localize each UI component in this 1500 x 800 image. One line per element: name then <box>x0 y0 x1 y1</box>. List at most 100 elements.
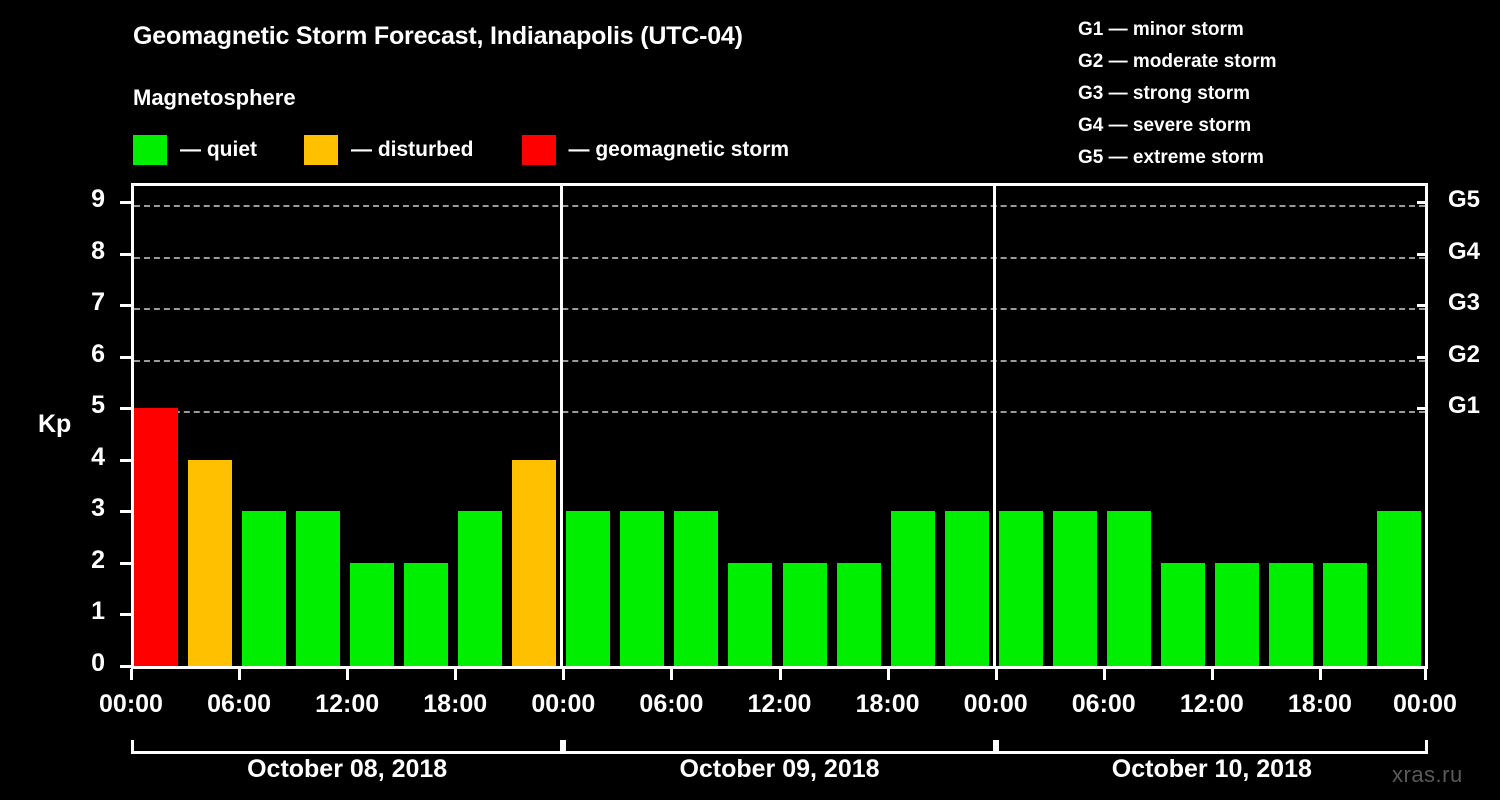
bar <box>620 511 665 666</box>
x-tick-label-4: 00:00 <box>531 690 596 718</box>
x-tick-mark-11 <box>1318 669 1322 680</box>
y-tick-label-3: 3 <box>91 494 105 523</box>
bar <box>674 511 719 666</box>
bar <box>998 511 1043 666</box>
y-tick-label-5: 5 <box>91 391 105 420</box>
g-tick-label-g3: G3 <box>1448 289 1481 317</box>
y-tick-label-7: 7 <box>91 288 105 317</box>
bar <box>350 562 395 666</box>
legend-label-disturbed: — disturbed <box>351 138 474 161</box>
y-tick-mark-3 <box>120 510 131 514</box>
y-tick-mark-8 <box>120 252 131 256</box>
legend-heading: Magnetosphere <box>133 85 296 110</box>
x-tick-label-6: 12:00 <box>747 690 812 718</box>
orange-swatch-icon <box>304 135 338 165</box>
legend-label-quiet: — quiet <box>180 138 257 161</box>
x-tick-label-3: 18:00 <box>423 690 488 718</box>
y-tick-label-9: 9 <box>91 185 105 213</box>
g-tick-mark-g5 <box>1417 201 1428 204</box>
bar <box>134 408 179 666</box>
g-tick-label-g2: G2 <box>1448 340 1481 368</box>
x-tick-label-1: 06:00 <box>207 690 272 718</box>
y-tick-label-2: 2 <box>91 545 105 574</box>
date-label: October 10, 2018 <box>1111 755 1312 783</box>
x-tick-label-12: 00:00 <box>1393 690 1457 718</box>
gridline-kp-5 <box>134 411 1425 414</box>
g-tick-mark-g1 <box>1417 407 1428 411</box>
x-tick-mark-9 <box>1102 669 1106 680</box>
legend-item-disturbed: — disturbed <box>304 133 474 167</box>
date-bracket <box>995 740 1428 754</box>
y-tick-mark-9 <box>120 201 131 204</box>
legend-label-geomagnetic-storm: — geomagnetic storm <box>568 138 790 161</box>
magnetosphere-legend: — quiet — disturbed — geomagnetic storm <box>133 133 789 167</box>
g-tick-label-g5: G5 <box>1448 186 1481 213</box>
date-bracket <box>563 740 996 754</box>
x-tick-mark-10 <box>1210 669 1214 680</box>
x-tick-mark-1 <box>238 669 242 680</box>
bar <box>188 459 233 666</box>
bar <box>1322 562 1367 666</box>
y-tick-mark-2 <box>120 561 131 565</box>
plot-inner <box>134 186 1425 666</box>
bar <box>1160 562 1205 666</box>
gscale-line-g3: G3 — strong storm <box>1078 83 1251 104</box>
plot-area <box>131 183 1428 666</box>
legend-item-quiet: — quiet <box>133 133 257 167</box>
y-axis-title: Kp <box>38 410 72 438</box>
y-tick-mark-7 <box>120 304 131 308</box>
x-tick-label-10: 12:00 <box>1179 690 1244 718</box>
bar <box>458 511 503 666</box>
bar <box>782 562 827 666</box>
x-tick-label-11: 18:00 <box>1287 690 1352 718</box>
x-tick-label-8: 00:00 <box>963 690 1028 718</box>
bar <box>1376 511 1421 666</box>
bar <box>404 562 449 666</box>
bar <box>728 562 773 666</box>
x-tick-mark-5 <box>670 669 674 680</box>
bar <box>1106 511 1151 666</box>
y-tick-mark-6 <box>120 355 131 359</box>
gridline-kp-7 <box>134 308 1425 311</box>
x-tick-mark-0 <box>130 669 133 680</box>
g-tick-mark-g3 <box>1417 304 1428 308</box>
green-swatch-icon <box>133 135 167 165</box>
gridline-kp-9 <box>134 205 1425 207</box>
y-tick-mark-1 <box>120 613 131 617</box>
bar <box>1052 511 1097 666</box>
gscale-line-g4: G4 — severe storm <box>1078 115 1252 136</box>
gscale-line-g2: G2 — moderate storm <box>1078 51 1277 72</box>
watermark: xras.ru <box>1392 762 1463 787</box>
date-label: October 09, 2018 <box>679 755 880 783</box>
bar <box>566 511 611 666</box>
y-tick-mark-5 <box>120 407 131 411</box>
x-tick-label-9: 06:00 <box>1071 690 1136 718</box>
bar <box>296 511 341 666</box>
x-tick-label-5: 06:00 <box>639 690 704 718</box>
bar <box>1268 562 1313 666</box>
day-separator <box>992 186 996 666</box>
gscale-legend: G1 — minor storm G2 — moderate storm G3 … <box>1078 14 1277 174</box>
x-tick-mark-3 <box>454 669 458 680</box>
gscale-line-g5: G5 — extreme storm <box>1078 147 1264 168</box>
y-tick-label-1: 1 <box>91 597 105 626</box>
x-tick-mark-2 <box>346 669 350 680</box>
gridline-kp-6 <box>134 359 1425 362</box>
x-tick-label-0: 00:00 <box>99 690 163 718</box>
bar <box>944 511 989 666</box>
x-tick-mark-8 <box>994 669 998 680</box>
y-tick-label-0: 0 <box>91 649 105 677</box>
g-tick-label-g4: G4 <box>1448 237 1481 265</box>
bar <box>1214 562 1259 666</box>
bar <box>890 511 935 666</box>
gridline-kp-8 <box>134 256 1425 259</box>
day-separator <box>560 186 564 666</box>
bar <box>836 562 881 666</box>
date-label: October 08, 2018 <box>247 755 448 783</box>
g-tick-mark-g4 <box>1417 252 1428 256</box>
x-axis-line <box>131 666 1428 669</box>
date-bracket <box>131 740 564 754</box>
x-tick-mark-4 <box>562 669 566 680</box>
x-tick-mark-6 <box>778 669 782 680</box>
y-tick-label-8: 8 <box>91 236 105 265</box>
